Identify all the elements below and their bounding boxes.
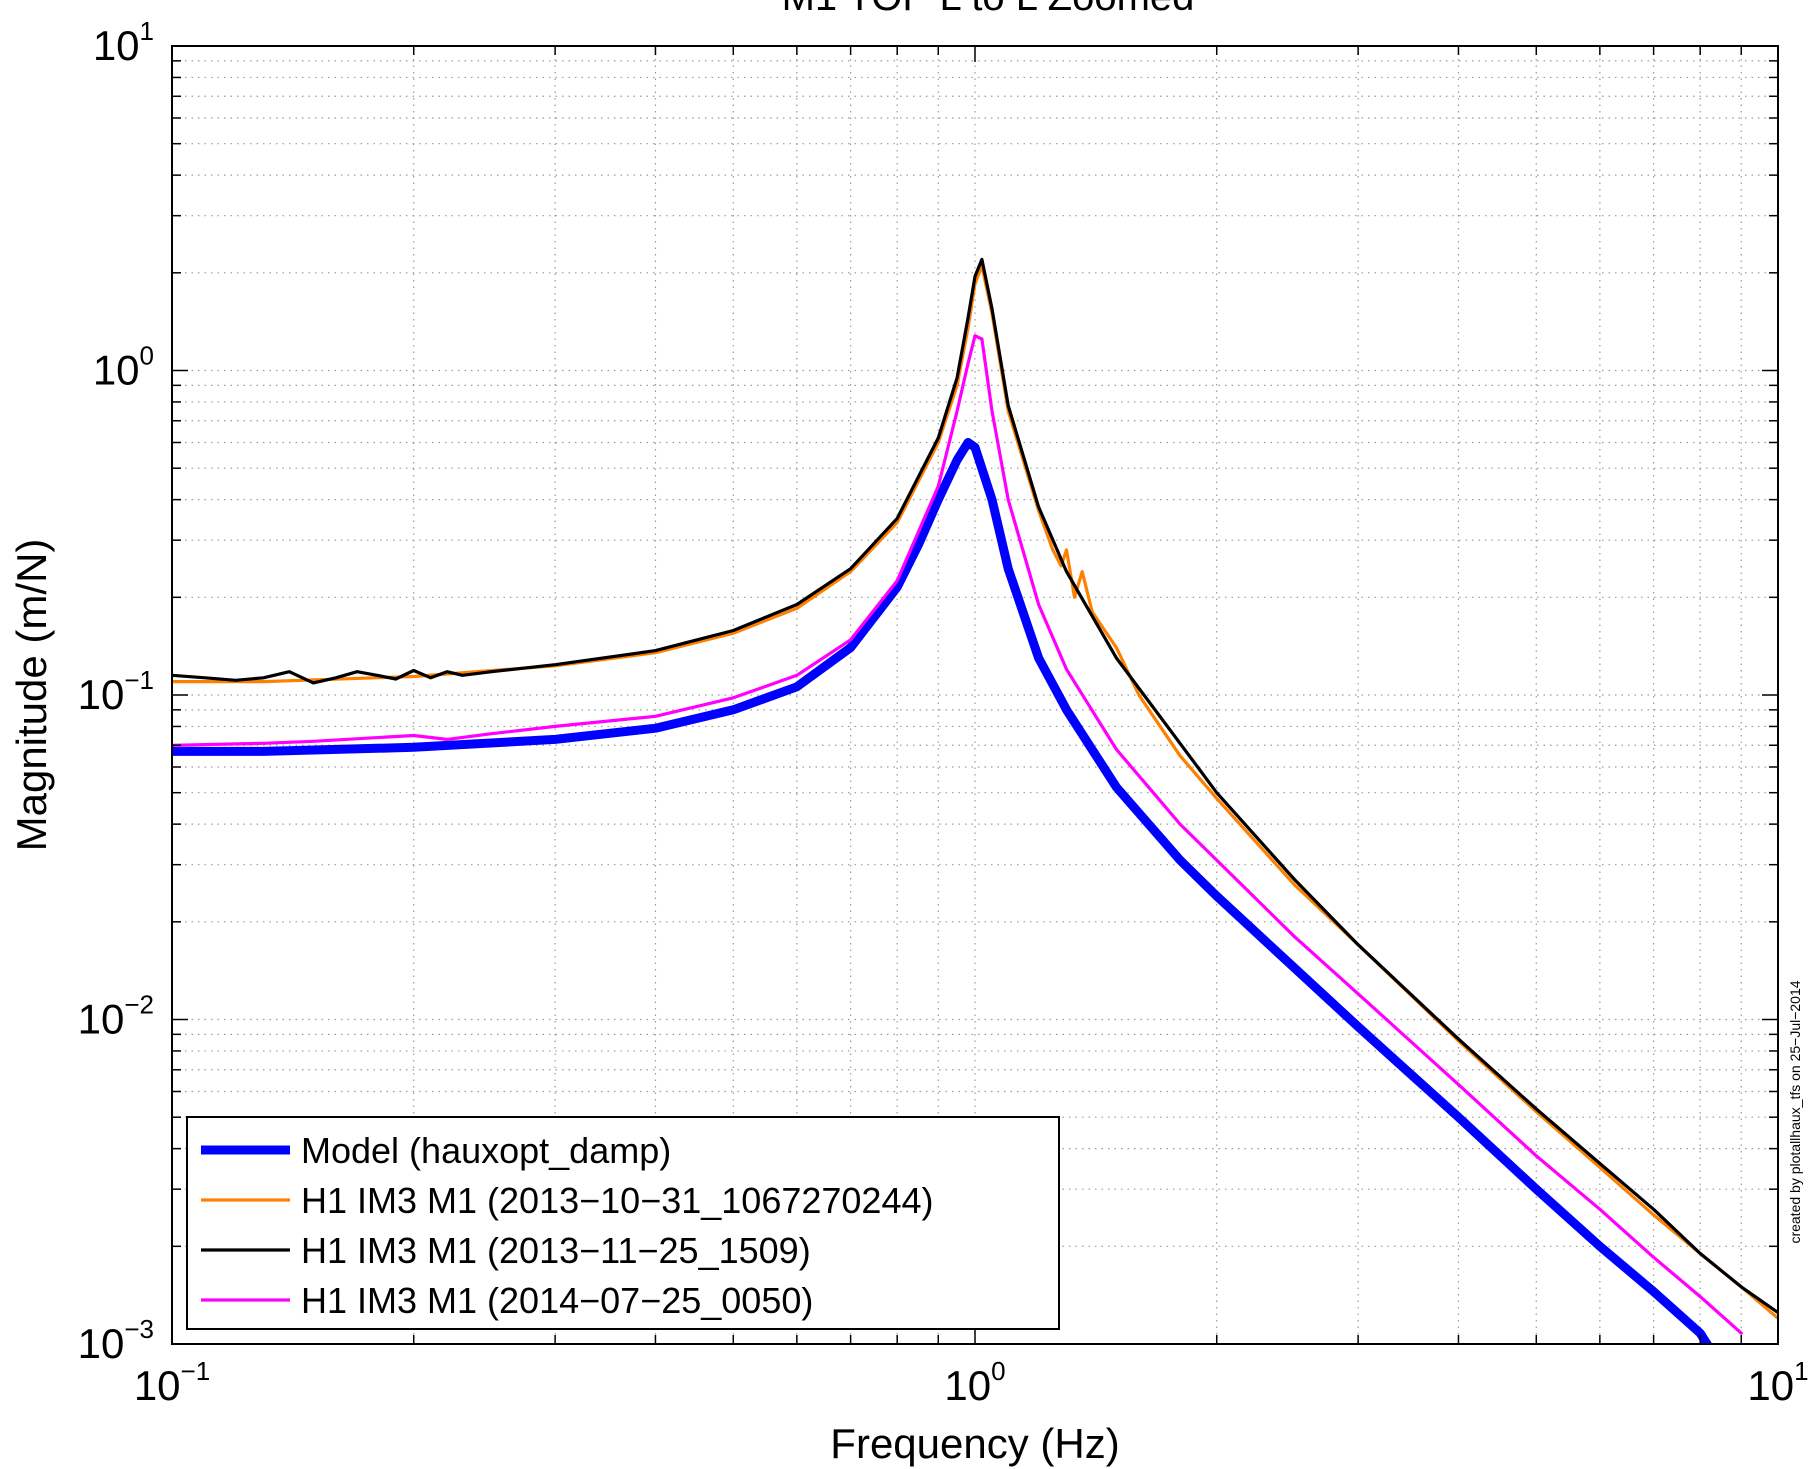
series-line-h1-im3-m1-2013-11-25-1509 (172, 257, 1778, 1315)
y-tick-label: 10−1 (78, 665, 154, 718)
legend-label: H1 IM3 M1 (2013−11−25_1509) (301, 1230, 811, 1271)
series-layer (172, 257, 1778, 1344)
chart-title: M1 TOP L to L Zoomed (782, 0, 1195, 19)
legend-box (186, 1116, 1060, 1330)
creation-stamp: created by plotallhaux_tfs on 25−Jul−201… (1787, 980, 1803, 1243)
y-tick-label: 10−2 (78, 990, 154, 1043)
x-tick-label: 100 (944, 1356, 1005, 1409)
x-tick-label: 10−1 (134, 1356, 210, 1409)
legend-label: H1 IM3 M1 (2014−07−25_0050) (301, 1280, 813, 1321)
y-tick-label: 10−3 (78, 1314, 154, 1367)
x-tick-label: 101 (1747, 1356, 1808, 1409)
y-tick-label: 101 (93, 16, 154, 69)
legend-label: Model (hauxopt_damp) (301, 1130, 671, 1171)
ticks (171, 46, 1778, 1345)
series-line-h1-im3-m1-2014-07-25-0050 (172, 334, 1743, 1335)
y-axis-label: Magnitude (m/N) (8, 539, 55, 852)
legend-label: H1 IM3 M1 (2013−10−31_1067270244) (301, 1180, 933, 1221)
legend: Model (hauxopt_damp) H1 IM3 M1 (2013−10−3… (186, 1116, 1060, 1330)
tick-labels: 10−1 100 101 10−3 10−2 10−1 100 101 (78, 16, 1809, 1409)
y-tick-label: 100 (93, 341, 154, 394)
series-line-model-hauxopt-damp (172, 438, 1713, 1344)
grid (172, 46, 1778, 1344)
x-axis-label: Frequency (Hz) (830, 1420, 1119, 1467)
